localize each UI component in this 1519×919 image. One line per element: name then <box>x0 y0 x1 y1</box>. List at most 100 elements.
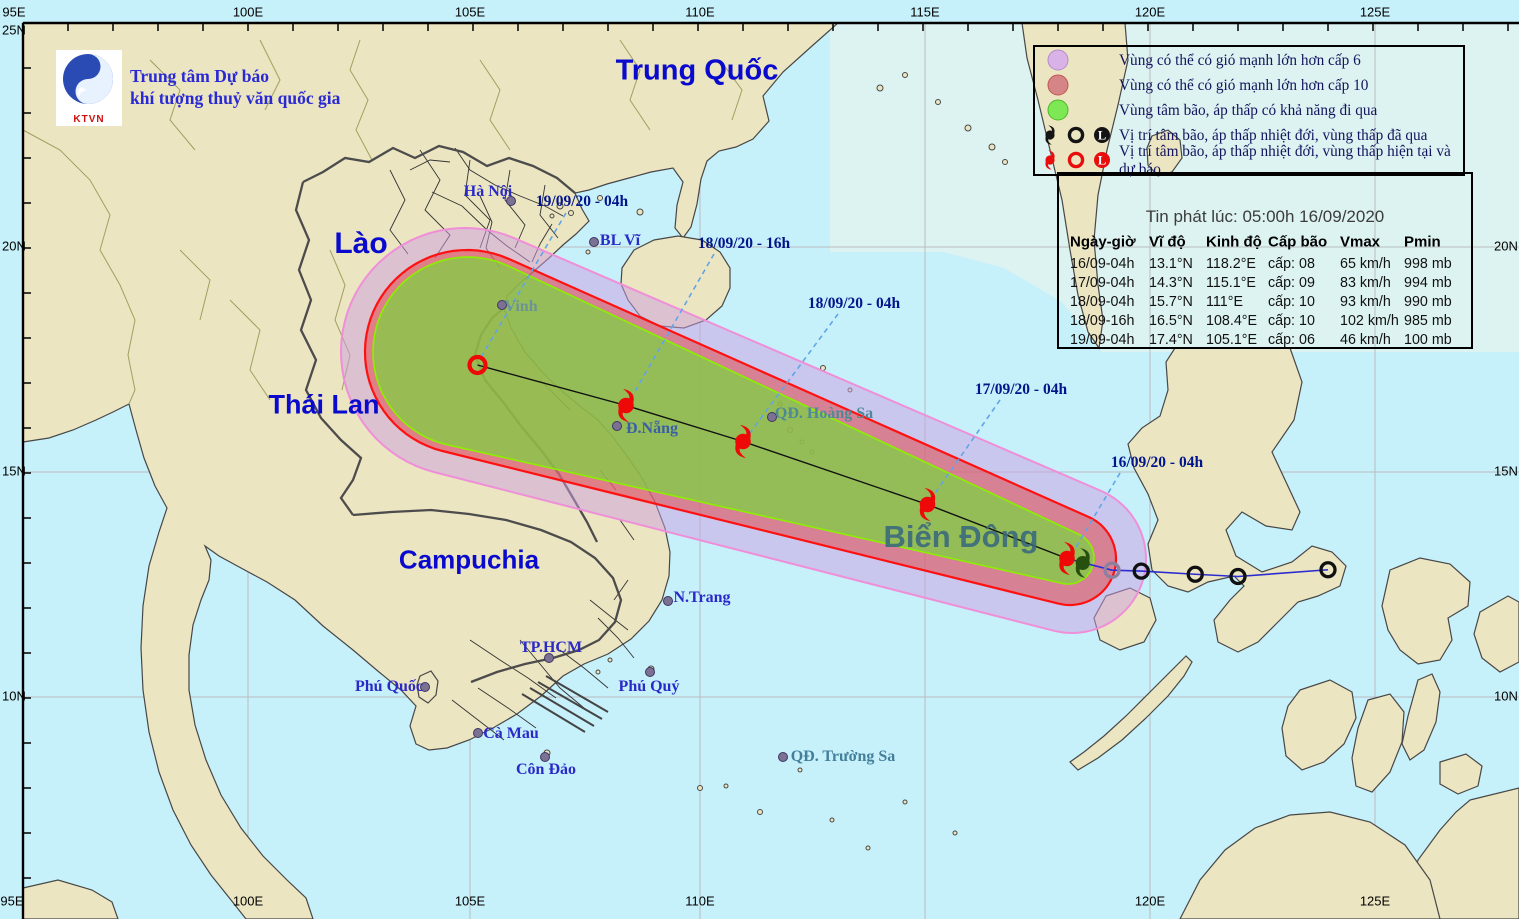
axis-label-left: 15N <box>2 463 26 479</box>
place-marker-dot <box>589 237 599 247</box>
bulletin-cell: 17.4°N <box>1149 332 1193 348</box>
place-label: Phú Quốc <box>354 678 424 695</box>
timestamp-connectors <box>479 212 1121 550</box>
place-marker-dot <box>473 728 483 738</box>
place-marker-dot <box>497 300 507 310</box>
forecast-cone <box>339 226 1148 635</box>
bulletin-column-header: Ngày-giờ <box>1070 233 1136 251</box>
axis-label-top: 120E <box>1134 4 1166 20</box>
bulletin-cell: 93 km/h <box>1340 294 1391 310</box>
past-position-marker <box>1186 565 1204 583</box>
bulletin-cell: 100 mb <box>1404 332 1452 348</box>
bulletin-column-header: Vmax <box>1340 233 1381 251</box>
legend-item-label: Vị trí tâm bão, áp thấp nhiệt đới, vùng … <box>1119 127 1428 144</box>
bulletin-cell: 46 km/h <box>1340 332 1391 348</box>
bulletin-cell: 16/09-04h <box>1070 256 1135 272</box>
bulletin-column-header: Pmin <box>1404 233 1441 251</box>
bulletin-title: Tin phát lúc: 05:00h 16/09/2020 <box>1145 207 1385 226</box>
legend-area-swatch <box>1047 74 1069 96</box>
place-label: BL Vĩ <box>599 232 641 249</box>
bulletin-cell: 111°E <box>1206 294 1243 310</box>
bulletin-cell: 994 mb <box>1404 275 1452 291</box>
axis-label-bottom: 95E <box>0 893 24 909</box>
bulletin-cell: 18/09-04h <box>1070 294 1135 310</box>
past-position-marker <box>1319 561 1337 579</box>
bulletin-cell: 13.1°N <box>1149 256 1193 272</box>
forecast-position-icon <box>919 487 936 522</box>
place-label: Côn Đảo <box>515 761 577 778</box>
axis-label-right: 20N <box>1494 238 1518 254</box>
timestamp-label: 18/09/20 - 16h <box>697 235 791 252</box>
cone-storm-center-path <box>372 256 1095 585</box>
bulletin-cell: cấp: 10 <box>1268 313 1315 329</box>
place-marker-dot <box>645 667 655 677</box>
agency-name-line1: Trung tâm Dự báo <box>130 66 270 86</box>
place-marker-dot <box>663 596 673 606</box>
bulletin-cell: 118.2°E <box>1206 256 1256 272</box>
bulletin-cell: cấp: 09 <box>1268 275 1315 291</box>
legend-low-icon: L <box>1094 152 1110 168</box>
bulletin-cell: 14.3°N <box>1149 275 1193 291</box>
axis-label-left: 20N <box>2 238 26 254</box>
forecast-depression-marker <box>467 354 488 376</box>
axis-label-top: 105E <box>454 4 486 20</box>
timestamp-label: 17/09/20 - 04h <box>974 381 1068 398</box>
agency-logo-caption: KTVN <box>73 114 105 125</box>
axis-label-bottom: 100E <box>232 893 264 909</box>
bulletin-column-header: Kinh độ <box>1206 233 1262 251</box>
bulletin-column-header: Vĩ độ <box>1149 233 1186 251</box>
axis-label-bottom: 110E <box>685 893 715 909</box>
bulletin-cell: cấp: 10 <box>1268 294 1315 310</box>
place-marker-dot <box>540 752 550 762</box>
axis-label-top: 110E <box>685 4 715 20</box>
forecast-position-icon <box>618 388 634 423</box>
region-label: Thái Lan <box>268 389 380 420</box>
place-label: QĐ. Trường Sa <box>790 748 896 765</box>
axis-label-top: 95E <box>2 4 26 20</box>
region-label: Trung Quốc <box>615 54 779 87</box>
axis-label-bottom: 125E <box>1359 893 1391 909</box>
past-position-marker <box>1103 561 1121 579</box>
axis-label-top: 125E <box>1359 4 1391 20</box>
region-label: Biển Đông <box>883 519 1039 554</box>
legend-circle-icon <box>1067 151 1085 169</box>
bulletin-cell: 115.1°E <box>1206 275 1256 291</box>
place-label: Đ.Nẵng <box>625 420 679 437</box>
bulletin-cell: 105.1°E <box>1206 332 1258 348</box>
agency-logo-icon <box>63 54 113 104</box>
bulletin-cell: 15.7°N <box>1149 294 1193 310</box>
axis-label-right: 10N <box>1494 688 1518 704</box>
place-marker-dot <box>612 421 622 431</box>
past-position-marker <box>1229 567 1247 586</box>
map-frame <box>21 21 1519 919</box>
legend-cyclone-icon <box>1045 125 1055 145</box>
legend-item-label: Vùng có thể có gió mạnh lớn hơn cấp 6 <box>1119 52 1361 69</box>
legend-item-label: Vùng tâm bão, áp thấp có khả năng đi qua <box>1119 102 1378 119</box>
track-markers <box>467 354 1337 586</box>
place-marker-dot <box>544 653 554 663</box>
region-label: Lào <box>334 227 388 260</box>
bulletin-cell: 102 km/h <box>1340 313 1399 329</box>
legend-cyclone-icon <box>1045 150 1055 170</box>
bulletin-cell: 17/09-04h <box>1070 275 1135 291</box>
axis-label-right: 15N <box>1494 463 1518 479</box>
place-label: Hà Nội <box>463 183 513 200</box>
place-label: Phú Quý <box>618 678 680 695</box>
sea-pale-region <box>830 23 1519 352</box>
legend-item-label: Vùng có thể có gió mạnh lớn hơn cấp 10 <box>1119 77 1369 94</box>
bulletin-cell: 108.4°E <box>1206 313 1258 329</box>
axis-label-top: 115E <box>910 4 940 20</box>
bulletin-cell: 19/09-04h <box>1070 332 1135 348</box>
bulletin-cell: 998 mb <box>1404 256 1452 272</box>
place-label: N.Trang <box>673 589 731 606</box>
legend-area-swatch <box>1047 49 1069 71</box>
forecast-position-icon <box>735 424 751 459</box>
bulletin-cell: cấp: 06 <box>1268 332 1315 348</box>
bulletin-cell: 985 mb <box>1404 313 1452 329</box>
legend: Vùng có thể có gió mạnh lớn hơn cấp 6 Vùn… <box>1033 45 1465 178</box>
bulletin-cell: 990 mb <box>1404 294 1452 310</box>
place-label: Vinh <box>504 298 538 315</box>
bulletin-cell: cấp: 08 <box>1268 256 1315 272</box>
agency-logo: KTVN <box>56 50 122 126</box>
bulletin-table: Tin phát lúc: 05:00h 16/09/2020 Ngày-giờ… <box>1057 172 1473 349</box>
